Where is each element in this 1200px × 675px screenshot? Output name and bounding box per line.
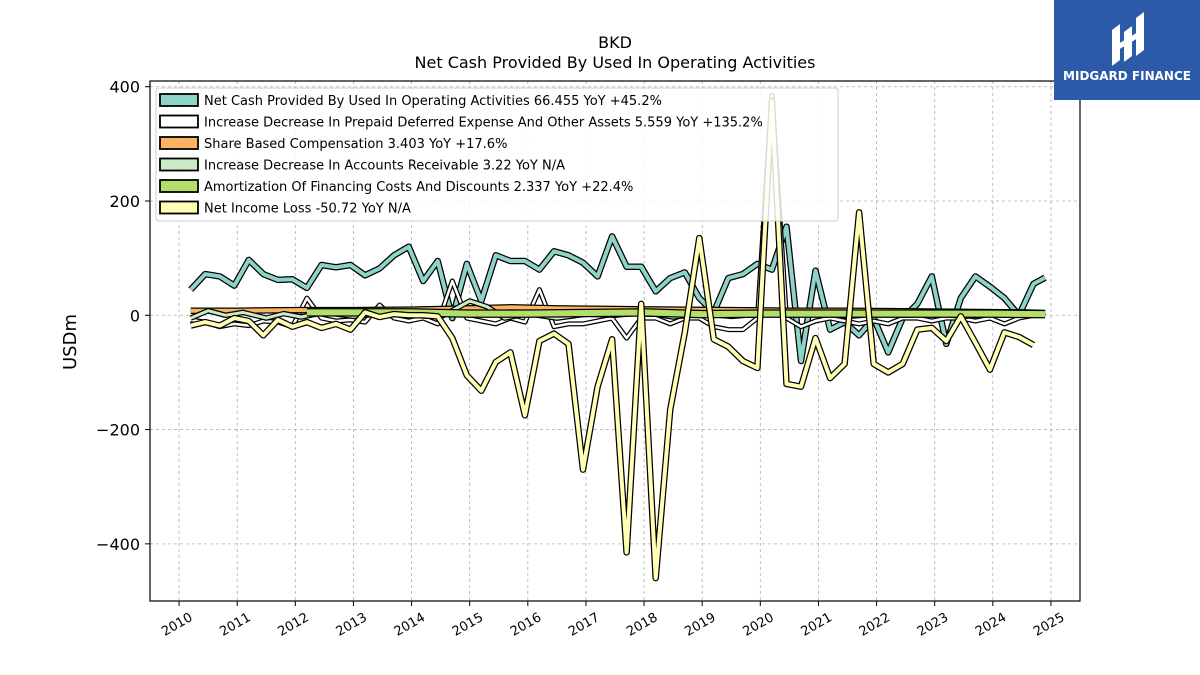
y-tick-label: −400 — [96, 535, 140, 554]
plot-frame — [149, 80, 1081, 602]
x-tick-label: 2022 — [857, 610, 893, 640]
legend-label: Share Based Compensation 3.403 YoY +17.6… — [204, 137, 507, 152]
legend-label: Net Income Loss -50.72 YoY N/A — [204, 202, 411, 217]
x-tick-label: 2024 — [973, 610, 1009, 640]
series-line-0 — [189, 224, 1047, 363]
legend-label: Increase Decrease In Accounts Receivable… — [204, 159, 565, 174]
series-lines — [188, 92, 1047, 582]
x-tick-label: 2010 — [159, 610, 195, 640]
y-tick-label: 0 — [130, 306, 140, 325]
x-tick-label: 2021 — [799, 610, 835, 640]
chart-title: BKD — [598, 33, 632, 52]
y-tick-label: −200 — [96, 421, 140, 440]
series-line-5 — [190, 99, 1035, 581]
legend-label: Amortization Of Financing Costs And Disc… — [204, 180, 633, 195]
y-tick-label: 400 — [109, 78, 140, 97]
x-tick-label: 2023 — [915, 610, 951, 640]
x-tick-label: 2014 — [392, 610, 428, 640]
x-tick-label: 2011 — [217, 610, 253, 640]
brand-logo: MIDGARD FINANCE — [1054, 0, 1200, 100]
x-tick-label: 2015 — [450, 610, 486, 640]
x-tick-label: 2013 — [334, 610, 370, 640]
x-tick-label: 2019 — [682, 610, 718, 640]
legend-box — [155, 87, 839, 222]
legend-swatch — [159, 179, 199, 193]
legend: Net Cash Provided By Used In Operating A… — [155, 87, 839, 222]
x-tick-label: 2025 — [1031, 610, 1067, 640]
legend-label: Net Cash Provided By Used In Operating A… — [204, 94, 662, 109]
y-tick-label: 200 — [109, 192, 140, 211]
x-tick-label: 2020 — [740, 610, 776, 640]
chart-subtitle: Net Cash Provided By Used In Operating A… — [415, 53, 816, 72]
x-tick-label: 2018 — [624, 610, 660, 640]
legend-swatch — [159, 200, 199, 215]
y-axis-label: USDm — [60, 314, 81, 370]
x-tick-label: 2012 — [275, 610, 311, 640]
legend-swatch — [159, 136, 199, 150]
x-tick-label: 2017 — [566, 610, 602, 640]
series-line-1 — [190, 94, 1046, 340]
legend-swatch — [159, 93, 199, 107]
logo-text: MIDGARD FINANCE — [1063, 69, 1191, 83]
legend-label: Increase Decrease In Prepaid Deferred Ex… — [204, 116, 763, 131]
x-tick-label: 2016 — [508, 610, 544, 640]
legend-swatch — [159, 157, 199, 172]
legend-swatch — [159, 114, 199, 129]
logo-mark-icon — [1112, 12, 1144, 66]
